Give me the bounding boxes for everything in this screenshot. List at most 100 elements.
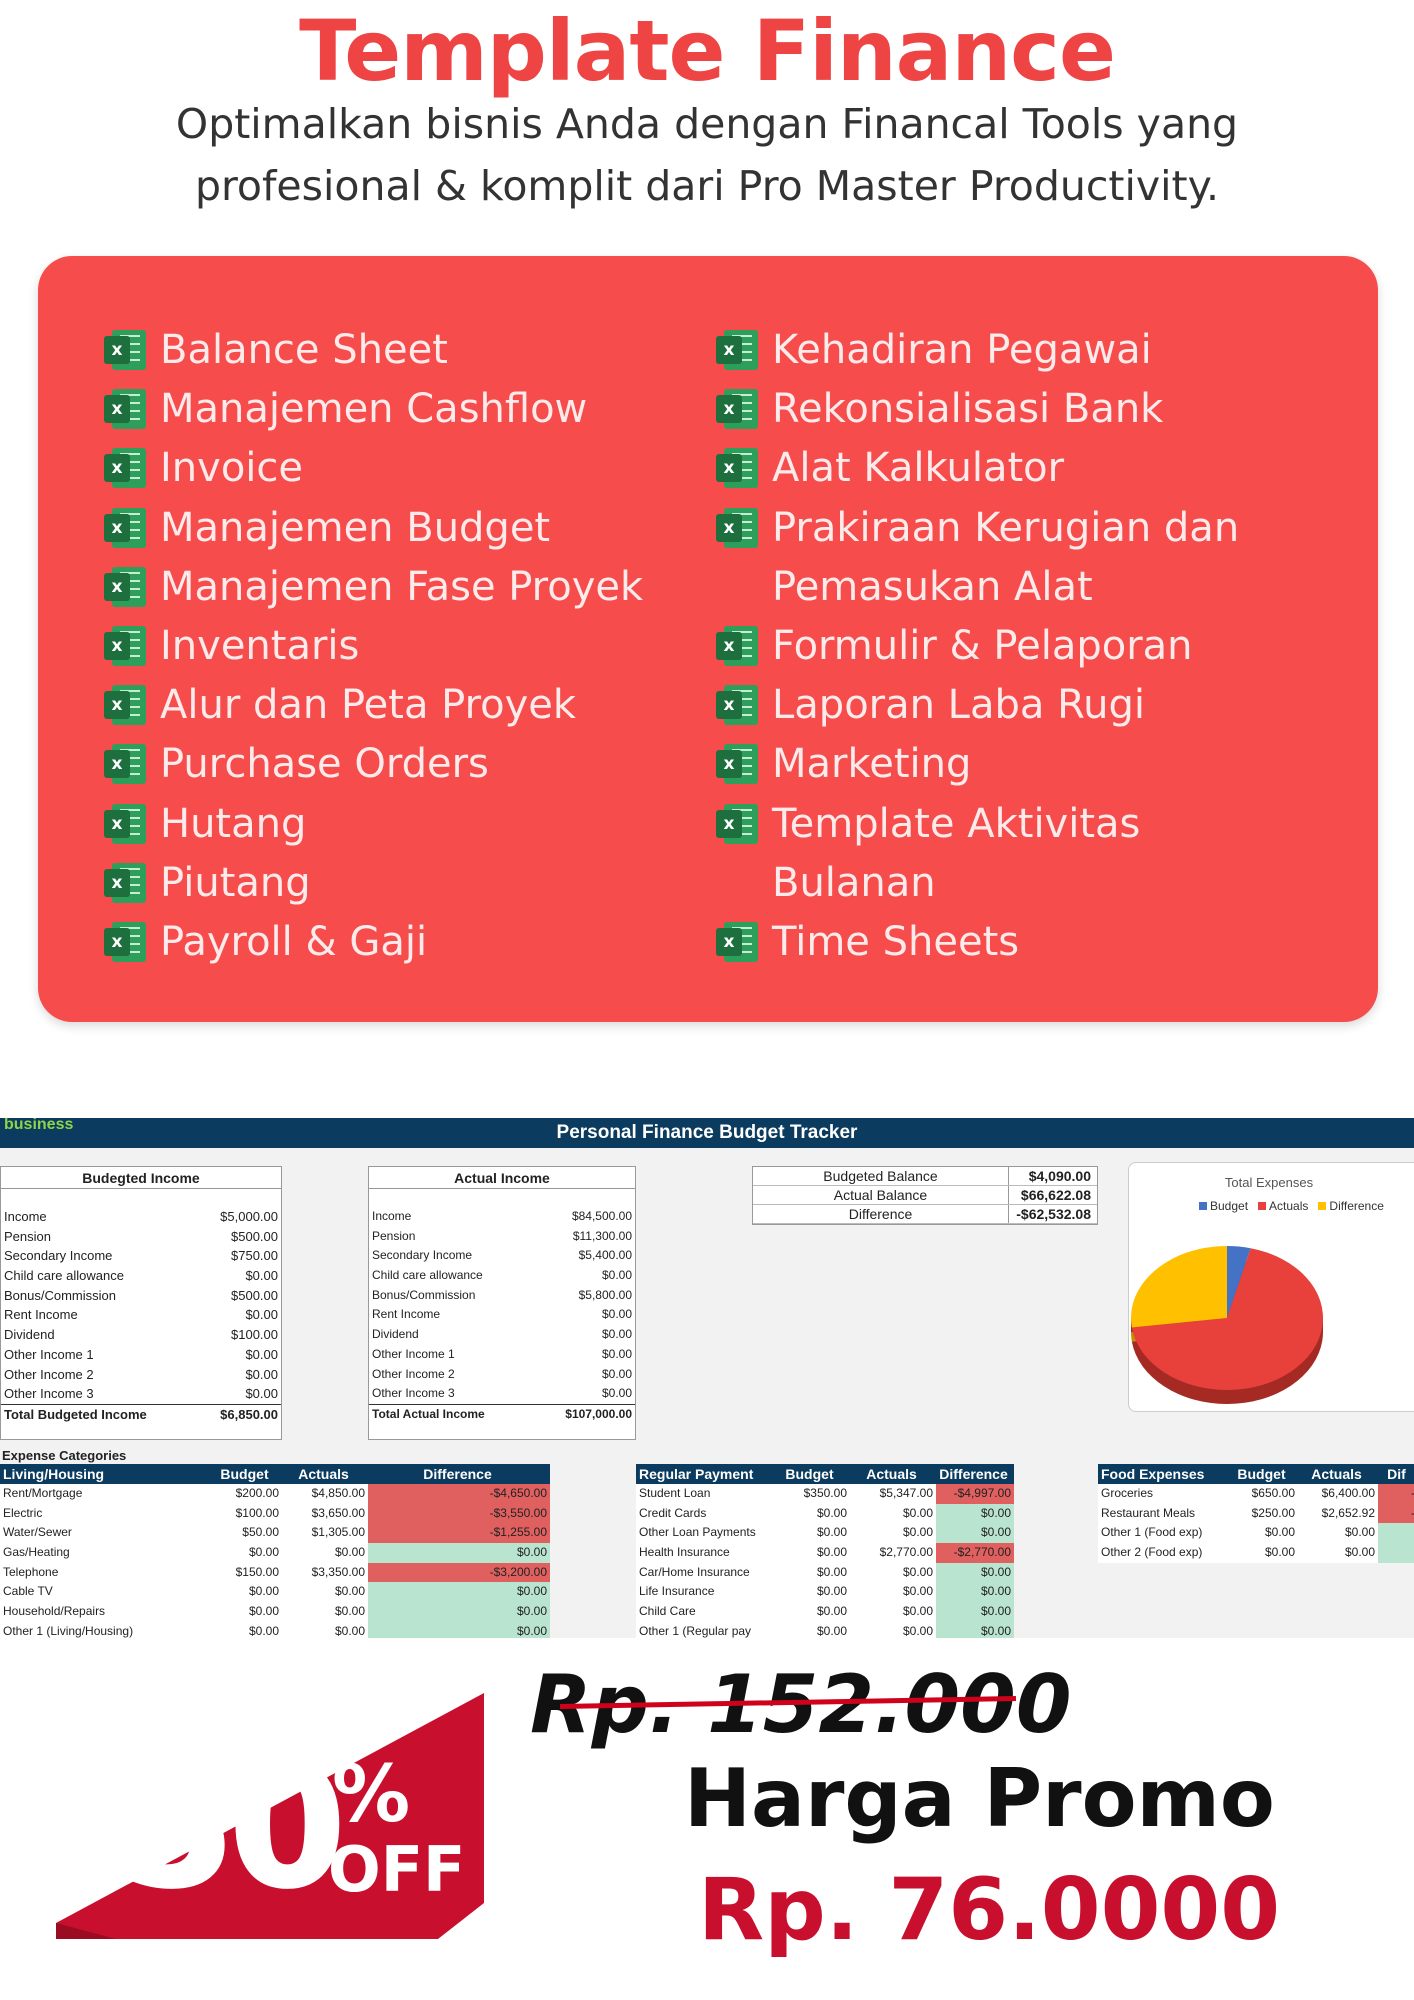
table-cell: $3,650.00 [311, 1505, 365, 1520]
table-cell: $0.00 [334, 1545, 365, 1560]
pie-slice-budget [1227, 1246, 1251, 1318]
table-cell: $0.00 [936, 1582, 1014, 1603]
income-label: Bonus/Commission [372, 1287, 476, 1302]
income-row: Other Income 1 $0.00 [369, 1345, 635, 1365]
table-row: Other 1 (Regular pay $0.00 $0.00 $0.00 [636, 1621, 1014, 1638]
excel-file-icon: x [716, 626, 758, 666]
table-cell: -$3,550.00 [368, 1503, 550, 1524]
new-price: Rp. 76.0000 [698, 1860, 1281, 1960]
table-header: Living/Housing Budget Actuals Difference [0, 1464, 550, 1484]
table-cell: $350.00 [803, 1486, 847, 1500]
feature-item: x Kehadiran Pegawai [716, 325, 1152, 375]
table-cell: $0.00 [936, 1602, 1014, 1622]
excel-file-icon: x [716, 685, 758, 726]
table-cell: $0.00 [368, 1602, 550, 1622]
table-cell: Groceries [1101, 1486, 1154, 1500]
excel-file-icon: x [716, 922, 758, 962]
income-value: $0.00 [601, 1386, 632, 1401]
table-cell: $0.00 [936, 1503, 1014, 1524]
feature-item: x Manajemen Fase Proyek [104, 562, 643, 612]
balance-value: $4,090.00 [1028, 1168, 1091, 1184]
table-header-cell: Budget [1237, 1466, 1286, 1482]
subtitle-line-2: profesional & komplit dari Pro Master Pr… [194, 162, 1220, 210]
table-row: Gas/Heating $0.00 $0.00 $0.00 [0, 1543, 550, 1563]
feature-item: x Hutang [104, 799, 306, 849]
feature-item: x Prakiraan Kerugian dan [716, 503, 1239, 553]
feature-label: Formulir & Pelaporan [772, 623, 1193, 669]
table-cell: $0.00 [902, 1584, 933, 1599]
pie-slice-actuals [1131, 1248, 1323, 1390]
feature-item: xBulanan [716, 858, 936, 908]
feature-label: Balance Sheet [160, 327, 448, 373]
table-cell: -$4,997.00 [936, 1484, 1014, 1504]
feature-label: Bulanan [772, 859, 936, 906]
actual-income-header: Actual Income [369, 1167, 635, 1189]
income-label: Secondary Income [372, 1248, 473, 1263]
income-value: $750.00 [231, 1248, 278, 1264]
table-cell: Restaurant Meals [1101, 1505, 1196, 1520]
table-cell: $0.00 [936, 1523, 1014, 1544]
income-row: Child care allowance $0.00 [1, 1266, 281, 1286]
table-cell: Gas/Heating [3, 1545, 70, 1560]
table-header-cell: Food Expenses [1101, 1466, 1205, 1482]
table-cell: $0.00 [816, 1545, 847, 1560]
table-cell: -$1,255.00 [368, 1523, 550, 1544]
income-row: Rent Income $0.00 [369, 1305, 635, 1325]
income-row: Other Income 2 $0.00 [1, 1365, 281, 1385]
table-cell: Cable TV [3, 1584, 53, 1599]
table-cell: $0.00 [1264, 1545, 1295, 1560]
table-cell: -$3,200.00 [368, 1562, 550, 1583]
table-cell: $2,770.00 [879, 1545, 933, 1560]
table-cell: $0.00 [368, 1621, 550, 1638]
table-header-cell: Actuals [866, 1466, 917, 1482]
excel-file-icon: x [104, 566, 146, 607]
total-expenses-chart: Total Expenses Budget Actuals Difference [1128, 1162, 1414, 1412]
income-row: Other Income 2 $0.00 [369, 1365, 635, 1385]
pie-slice-difference [1131, 1246, 1227, 1328]
table-cell: $0.00 [1344, 1545, 1375, 1560]
excel-file-icon: x [104, 803, 146, 844]
excel-file-icon: x [104, 744, 146, 785]
income-row: Pension $500.00 [1, 1227, 281, 1247]
income-row: Child care allowance $0.00 [369, 1266, 635, 1286]
feature-label: Laporan Laba Rugi [772, 682, 1145, 729]
sheet-title: Personal Finance Budget Tracker [556, 1122, 858, 1143]
table-cell: $0.00 [334, 1604, 365, 1619]
feature-label: Payroll & Gaji [160, 919, 428, 965]
feature-item: x Marketing [716, 739, 971, 789]
feature-label: Manajemen Budget [160, 504, 551, 551]
table-cell: $650.00 [1251, 1486, 1295, 1500]
table-cell: Other 1 (Regular pay [639, 1623, 752, 1638]
income-label: Other Income 3 [4, 1386, 94, 1402]
balance-row: Actual Balance $66,622.08 [753, 1186, 1097, 1205]
feature-label: Prakiraan Kerugian dan [772, 504, 1240, 551]
excel-file-icon: x [104, 507, 146, 548]
sheet-logo: business [4, 1118, 74, 1133]
subtitle-line-1: Optimalkan bisnis Anda dengan Financal T… [175, 100, 1239, 148]
feature-item: xPemasukan Alat [716, 562, 1093, 612]
income-row: Dividend $0.00 [369, 1325, 635, 1345]
legend-item: Budget [1199, 1199, 1248, 1213]
table-cell: Health Insurance [639, 1545, 730, 1560]
table-cell: Credit Cards [639, 1505, 707, 1520]
table-cell: $0.00 [816, 1584, 847, 1599]
table-cell: $0.00 [368, 1543, 550, 1563]
badge-off: OFF [328, 1833, 465, 1906]
table-header-cell: Difference [939, 1466, 1008, 1482]
table-cell: $0.00 [334, 1623, 365, 1638]
income-label: Other Income 1 [372, 1346, 455, 1361]
table-row: Other 1 (Living/Housing) $0.00 $0.00 $0.00 [0, 1621, 550, 1638]
table-cell: Other Loan Payments [639, 1525, 756, 1540]
income-label: Other Income 3 [372, 1386, 455, 1401]
table-cell: $0.00 [368, 1582, 550, 1603]
table-cell: Car/Home Insurance [639, 1564, 750, 1579]
legend-swatch [1258, 1202, 1267, 1210]
income-value: $0.00 [245, 1366, 278, 1382]
table-cell: $4,850.00 [311, 1486, 365, 1500]
feature-label: Template Aktivitas [772, 800, 1141, 847]
table-cell: $0.00 [816, 1525, 847, 1540]
excel-file-icon: x [104, 626, 146, 666]
income-label: Dividend [4, 1327, 55, 1343]
badge-shape [56, 1693, 484, 1939]
excel-file-icon: x [104, 448, 146, 489]
